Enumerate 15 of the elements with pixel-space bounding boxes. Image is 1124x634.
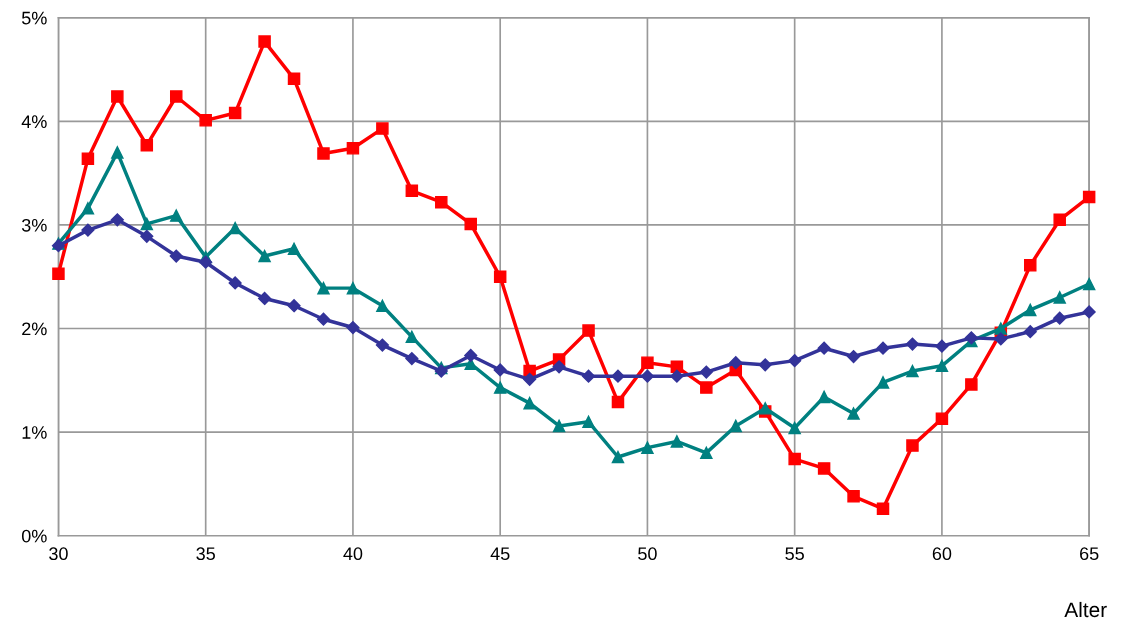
y-tick-label: 3% <box>21 218 47 232</box>
y-tick-label: 0% <box>21 529 47 543</box>
x-tick-label: 35 <box>196 547 215 561</box>
x-tick-label: 55 <box>785 547 804 561</box>
y-tick-label: 5% <box>21 11 47 25</box>
x-tick-label: 50 <box>638 547 657 561</box>
y-tick-label: 1% <box>22 426 47 439</box>
x-tick-label: 40 <box>343 547 363 561</box>
x-tick-label: 45 <box>490 547 510 561</box>
x-tick-label: 60 <box>932 547 952 561</box>
x-tick-label: 65 <box>1080 547 1099 561</box>
x-tick-label: 30 <box>49 547 68 561</box>
y-tick-label: 2% <box>22 322 47 336</box>
y-tick-label: 4% <box>21 115 47 128</box>
x-axis-title: Alter <box>1064 601 1107 618</box>
